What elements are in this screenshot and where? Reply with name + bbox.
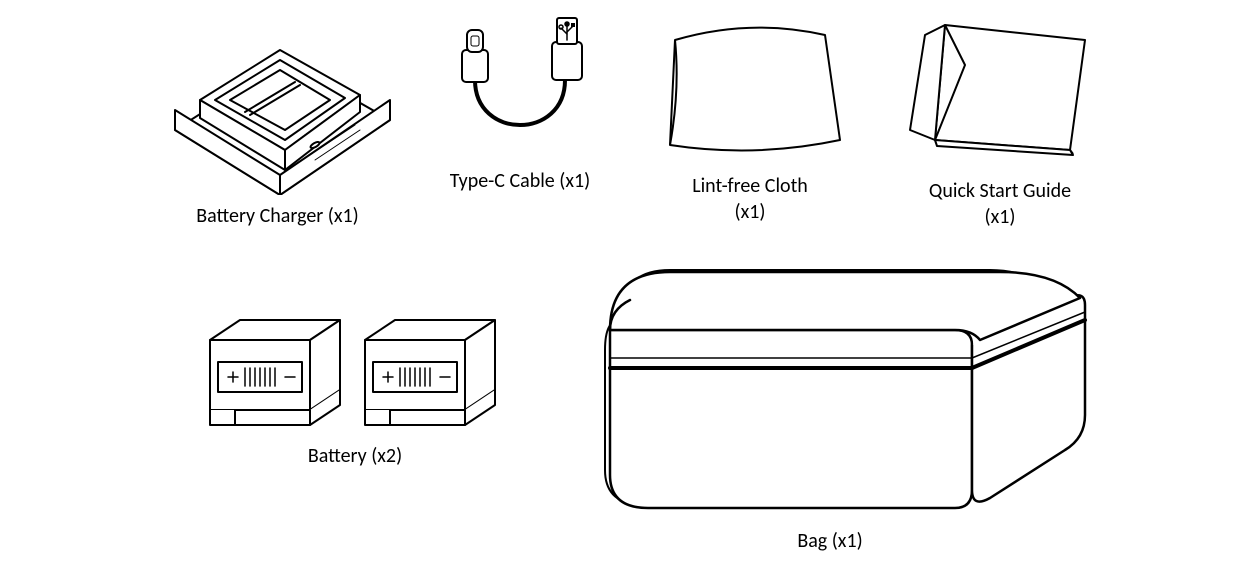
- battery-charger-icon: [145, 0, 410, 195]
- bag-label: Bag (x1): [560, 528, 1100, 554]
- quick-start-guide-label-line2: (x1): [985, 205, 1016, 229]
- lint-free-cloth-label-line2: (x1): [735, 200, 766, 224]
- type-c-cable-label: Type-C Cable (x1): [420, 168, 620, 194]
- quick-start-guide-label-line1: Quick Start Guide: [929, 179, 1071, 203]
- quick-start-guide-label: Quick Start Guide (x1): [890, 178, 1110, 230]
- battery-label: Battery (x2): [200, 443, 510, 469]
- lint-free-cloth-label: Lint-free Cloth (x1): [640, 173, 860, 225]
- lint-free-cloth-icon: [640, 10, 860, 165]
- item-quick-start-guide: Quick Start Guide (x1): [890, 10, 1110, 230]
- type-c-cable-icon: [420, 10, 620, 160]
- bag-icon: [560, 250, 1100, 520]
- quick-start-guide-icon: [890, 10, 1110, 170]
- battery-charger-label: Battery Charger (x1): [145, 203, 410, 229]
- battery-icon: [200, 300, 510, 435]
- item-type-c-cable: Type-C Cable (x1): [420, 10, 620, 194]
- item-battery: Battery (x2): [200, 300, 510, 469]
- item-bag: Bag (x1): [560, 250, 1100, 554]
- item-lint-free-cloth: Lint-free Cloth (x1): [640, 10, 860, 225]
- item-battery-charger: Battery Charger (x1): [145, 0, 410, 229]
- lint-free-cloth-label-line1: Lint-free Cloth: [692, 174, 808, 198]
